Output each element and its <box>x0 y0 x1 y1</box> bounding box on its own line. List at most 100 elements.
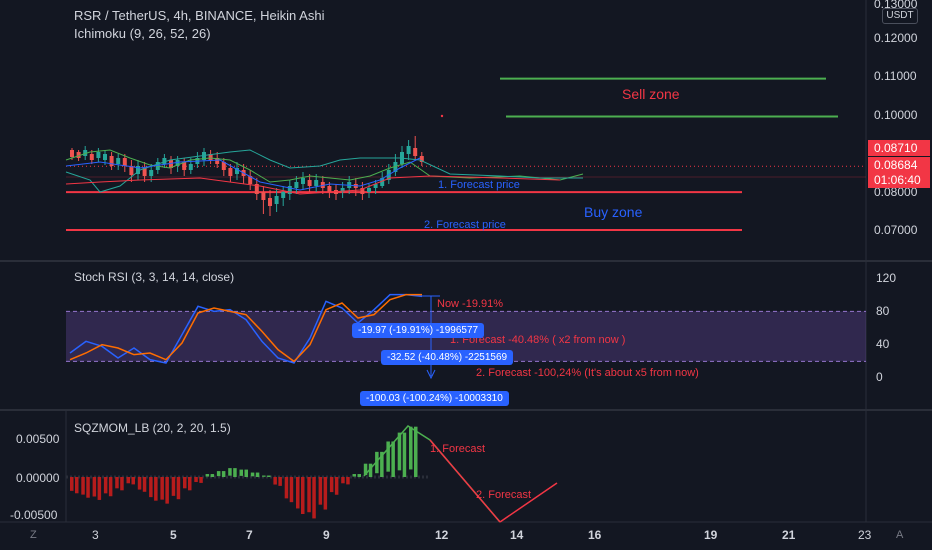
buy-zone-label: Buy zone <box>584 204 643 220</box>
sqz-bar <box>103 477 108 494</box>
candle-body <box>109 156 114 166</box>
sqz-forecast-up <box>363 425 501 523</box>
sqz-bar <box>255 472 260 477</box>
auto-scale-icon[interactable]: A <box>896 529 904 541</box>
chart-title: RSR / TetherUS, 4h, BINANCE, Heikin Ashi <box>74 8 325 23</box>
sqz-forecast-down <box>429 439 501 523</box>
sqz-bar <box>160 477 164 500</box>
price-pane[interactable] <box>65 77 866 231</box>
stoch-tick: 80 <box>876 304 890 318</box>
candle-body <box>367 188 371 192</box>
stoch-now-label: Now -19.91% <box>437 298 504 310</box>
sqz-bar <box>120 477 124 491</box>
candle-body <box>235 168 239 174</box>
candle-body <box>327 186 332 192</box>
sqz-bar <box>307 477 311 513</box>
stoch-title[interactable]: Stoch RSI (3, 3, 14, 14, close) <box>74 270 235 284</box>
sqz-bar <box>221 471 226 477</box>
sqz-bar <box>171 477 176 496</box>
candle-body <box>202 152 206 160</box>
sqz-bar <box>216 471 221 477</box>
sqz-bar <box>352 474 356 477</box>
candle-body <box>380 178 385 186</box>
sqz-bar <box>194 477 198 483</box>
stoch-tick: 120 <box>876 271 897 285</box>
candle-body <box>419 156 424 162</box>
measure-box-2[interactable]: -32.52 (-40.48%) -2251569 <box>381 350 514 365</box>
forecast2-price-label: 2. Forecast price <box>424 219 506 231</box>
stoch-forecast1-label: 1. Forecast -40.48% ( x2 from now ) <box>450 334 626 346</box>
price-marker <box>440 114 444 118</box>
time-tick: 16 <box>588 528 602 542</box>
sqz-bar <box>250 472 255 477</box>
candle-body <box>340 188 345 192</box>
candle-body <box>248 176 253 184</box>
sqz-bar <box>154 477 158 501</box>
candle-body <box>360 188 365 194</box>
sqz-bar <box>391 441 395 477</box>
sqz-bar <box>402 432 407 477</box>
sqz-bar <box>131 477 135 485</box>
price-tag-timer: 01:06:40 <box>868 172 930 188</box>
candle-body <box>169 160 173 168</box>
candle-body <box>268 198 272 206</box>
timezone-icon[interactable]: Z <box>30 529 37 541</box>
ichimoku-conversion <box>65 175 561 195</box>
candle-body <box>274 196 279 204</box>
sqz-bar <box>346 477 350 485</box>
sqz-bar <box>323 477 328 510</box>
candle-body <box>122 158 127 166</box>
sqz-bar <box>409 426 413 470</box>
price-tick: 0.10000 <box>874 108 918 122</box>
price-tick: 0.07000 <box>874 223 918 237</box>
sqz-bar <box>414 426 418 477</box>
sqz-bar <box>97 477 102 500</box>
time-tick: 21 <box>782 528 796 542</box>
sqz-bar <box>228 468 232 476</box>
time-tick: 19 <box>704 528 718 542</box>
candle-body <box>103 154 107 160</box>
candle-body <box>136 166 140 174</box>
candle-body <box>70 150 74 157</box>
time-tick: 9 <box>323 528 330 542</box>
sqz-bar <box>341 477 345 484</box>
sqz-bar <box>86 477 90 498</box>
candle-body <box>261 192 266 200</box>
sqzmom-pane[interactable] <box>66 425 558 523</box>
sqz-bar <box>233 468 237 477</box>
time-tick: 12 <box>435 528 449 542</box>
sqz-bar <box>278 477 282 486</box>
candle-body <box>89 154 94 160</box>
time-tick: 7 <box>246 528 253 542</box>
sqz-bar <box>176 477 181 500</box>
ichimoku-label[interactable]: Ichimoku (9, 26, 52, 26) <box>74 26 211 41</box>
candle-body <box>215 158 220 164</box>
sqz-bar <box>137 477 142 490</box>
stoch-tick: 0 <box>876 370 883 384</box>
sell-zone-label: Sell zone <box>622 86 680 102</box>
measure-arrow-head <box>426 369 436 380</box>
measure-box-3[interactable]: -100.03 (-100.24%) -10003310 <box>360 391 509 406</box>
sqz-bar <box>329 477 334 493</box>
time-tick: 5 <box>170 528 177 542</box>
candle-body <box>287 186 292 194</box>
sqz-bar <box>386 441 390 472</box>
sqz-bar <box>289 477 294 503</box>
sqz-bar <box>273 477 277 485</box>
candle-body <box>307 180 312 186</box>
candle-body <box>228 168 233 176</box>
candle-body <box>208 154 213 160</box>
sqz-bar <box>75 477 79 494</box>
candle-body <box>182 162 187 170</box>
sqz-forecast2-label: 2. Forecast <box>476 489 532 501</box>
sqz-bar <box>142 477 147 492</box>
currency-button[interactable]: USDT <box>882 8 918 24</box>
price-tag-last: 0.08684 <box>868 157 930 173</box>
measure-box-1[interactable]: -19.97 (-19.91%) -1996577 <box>352 323 485 338</box>
candle-body <box>301 178 305 184</box>
stoch-forecast2-label: 2. Forecast -100,24% (It's about x5 from… <box>476 367 699 379</box>
sqz-bar <box>380 451 384 477</box>
candle-body <box>116 158 121 164</box>
sqz-title[interactable]: SQZMOM_LB (20, 2, 20, 1.5) <box>74 421 231 435</box>
sqz-bar <box>108 477 113 497</box>
